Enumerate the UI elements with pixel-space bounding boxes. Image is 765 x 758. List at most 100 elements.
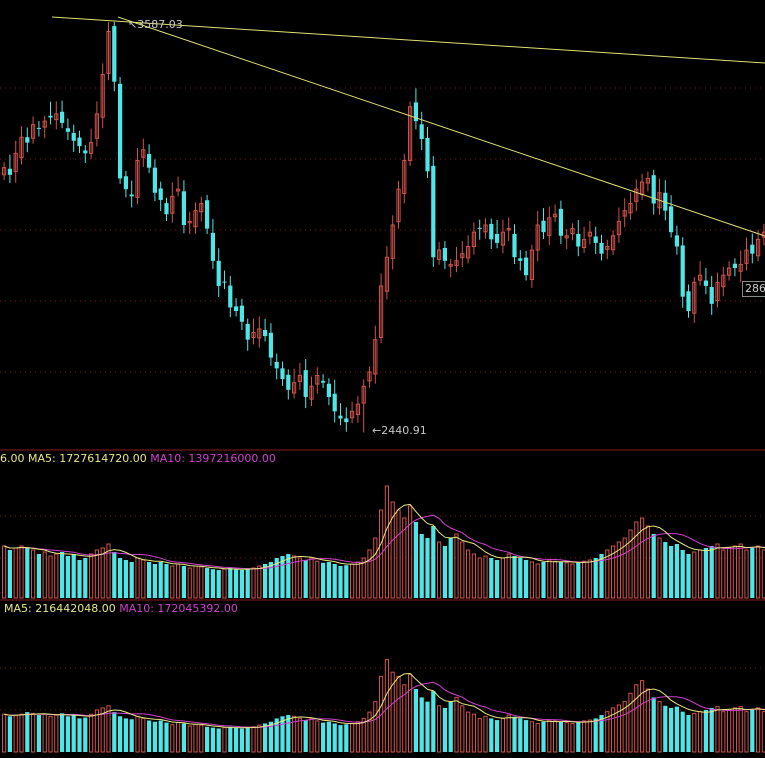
amount-bar-down xyxy=(448,701,453,752)
candle-body-down xyxy=(495,233,500,243)
volume-bar-down xyxy=(65,556,70,598)
candle-body-up xyxy=(309,385,314,400)
high-price-label: 3587.03 xyxy=(137,18,183,31)
amount-bar-up xyxy=(251,726,256,753)
amount-bar-down xyxy=(338,725,343,752)
amount-bar-up xyxy=(361,717,366,753)
candle-body-down xyxy=(129,194,134,197)
volume-bar-up xyxy=(373,537,378,599)
candle-body-down xyxy=(112,26,117,82)
volume-bar-down xyxy=(686,554,691,598)
volume-bar-up xyxy=(605,549,610,599)
volume-bar-down xyxy=(599,554,604,598)
candle-body-up xyxy=(396,188,401,223)
amount-bar-down xyxy=(65,716,70,752)
candle-body-up xyxy=(727,267,732,276)
amount-bar-up xyxy=(634,684,639,753)
volume-bar-up xyxy=(13,547,18,599)
amount-bar-down xyxy=(147,720,152,752)
candle-body-up xyxy=(437,249,442,260)
amount-bar-down xyxy=(332,723,337,752)
candle-body-up xyxy=(605,246,610,250)
candle-body-down xyxy=(83,150,88,154)
volume-bar-up xyxy=(628,529,633,599)
amount-bar-up xyxy=(477,717,482,753)
volume-bar-down xyxy=(181,566,186,598)
volume-bar-down xyxy=(83,558,88,598)
candle-body-up xyxy=(199,203,204,213)
amount-bar-up xyxy=(106,705,111,753)
amount-bar-up xyxy=(2,713,7,753)
volume-bar-down xyxy=(274,558,279,598)
volume-bar-up xyxy=(31,549,36,599)
volume-bar-down xyxy=(419,534,424,598)
volume-bar-up xyxy=(199,566,204,599)
amount-bar-down xyxy=(576,721,581,752)
volume-bar-down xyxy=(489,558,494,598)
volume-bar-up xyxy=(437,541,442,599)
amount-bar-up xyxy=(616,704,621,753)
candle-body-up xyxy=(564,235,569,239)
volume-ma5-label: MA5: 1727614720.00 xyxy=(28,452,147,465)
candle-body-down xyxy=(686,291,691,311)
volume-bar-down xyxy=(205,568,210,598)
volume-bar-down xyxy=(118,558,123,598)
candle-body-up xyxy=(384,256,389,292)
amount-bar-down xyxy=(210,727,215,752)
trendline-lower xyxy=(117,16,765,237)
candle-body-down xyxy=(599,242,604,254)
volume-bar-down xyxy=(36,554,41,598)
candle-body-up xyxy=(292,382,297,394)
volume-bar-up xyxy=(634,521,639,599)
amount-bar-up xyxy=(466,711,471,753)
amount-bar-up xyxy=(187,725,192,753)
candle-body-up xyxy=(756,238,761,257)
candle-body-up xyxy=(553,213,558,218)
amount-bar-down xyxy=(263,723,268,752)
volume-bar-down xyxy=(518,558,523,598)
volume-bar-up xyxy=(471,553,476,599)
amount-bar-down xyxy=(274,718,279,752)
amount-bar-down xyxy=(112,712,117,752)
amount-bar-up xyxy=(698,711,703,753)
candle-body-down xyxy=(268,332,273,358)
volume-bar-up xyxy=(721,549,726,599)
candle-body-up xyxy=(315,375,320,385)
volume-bar-up xyxy=(42,551,47,599)
amount-bar-up xyxy=(135,715,140,753)
candle-body-down xyxy=(518,258,523,261)
amount-bar-down xyxy=(326,721,331,752)
candle-body-down xyxy=(280,368,285,380)
candle-body-down xyxy=(431,165,436,258)
amount-bar-up xyxy=(611,707,616,753)
volume-bar-down xyxy=(147,562,152,598)
candle-body-down xyxy=(60,111,65,123)
amount-bar-up xyxy=(471,713,476,753)
volume-bar-down xyxy=(332,564,337,598)
candle-body-down xyxy=(164,203,169,215)
volume-bar-up xyxy=(94,549,100,599)
candle-body-down xyxy=(263,329,268,337)
volume-bar-down xyxy=(216,570,221,598)
amount-bar-up xyxy=(506,714,511,753)
amount-bar-down xyxy=(651,697,656,752)
amount-bar-down xyxy=(541,721,546,752)
candle-body-up xyxy=(483,224,488,233)
volume-bar-down xyxy=(321,562,326,598)
volume-bar-down xyxy=(112,552,117,598)
volume-bar-up xyxy=(251,567,256,599)
candle-body-up xyxy=(402,160,407,194)
amount-bar-down xyxy=(442,707,447,752)
amount-bar-down xyxy=(344,724,349,752)
candle-body-up xyxy=(141,149,146,158)
candle-body-down xyxy=(118,83,123,179)
amount-ma5-line xyxy=(4,672,765,729)
amount-bar-down xyxy=(489,718,494,752)
amount-bar-up xyxy=(199,724,204,753)
amount-bar-up xyxy=(460,705,465,753)
volume-bar-down xyxy=(234,569,239,598)
volume-bar-up xyxy=(460,541,465,599)
volume-bar-down xyxy=(210,569,215,598)
candle-body-down xyxy=(732,263,737,268)
amount-bar-down xyxy=(750,710,755,752)
